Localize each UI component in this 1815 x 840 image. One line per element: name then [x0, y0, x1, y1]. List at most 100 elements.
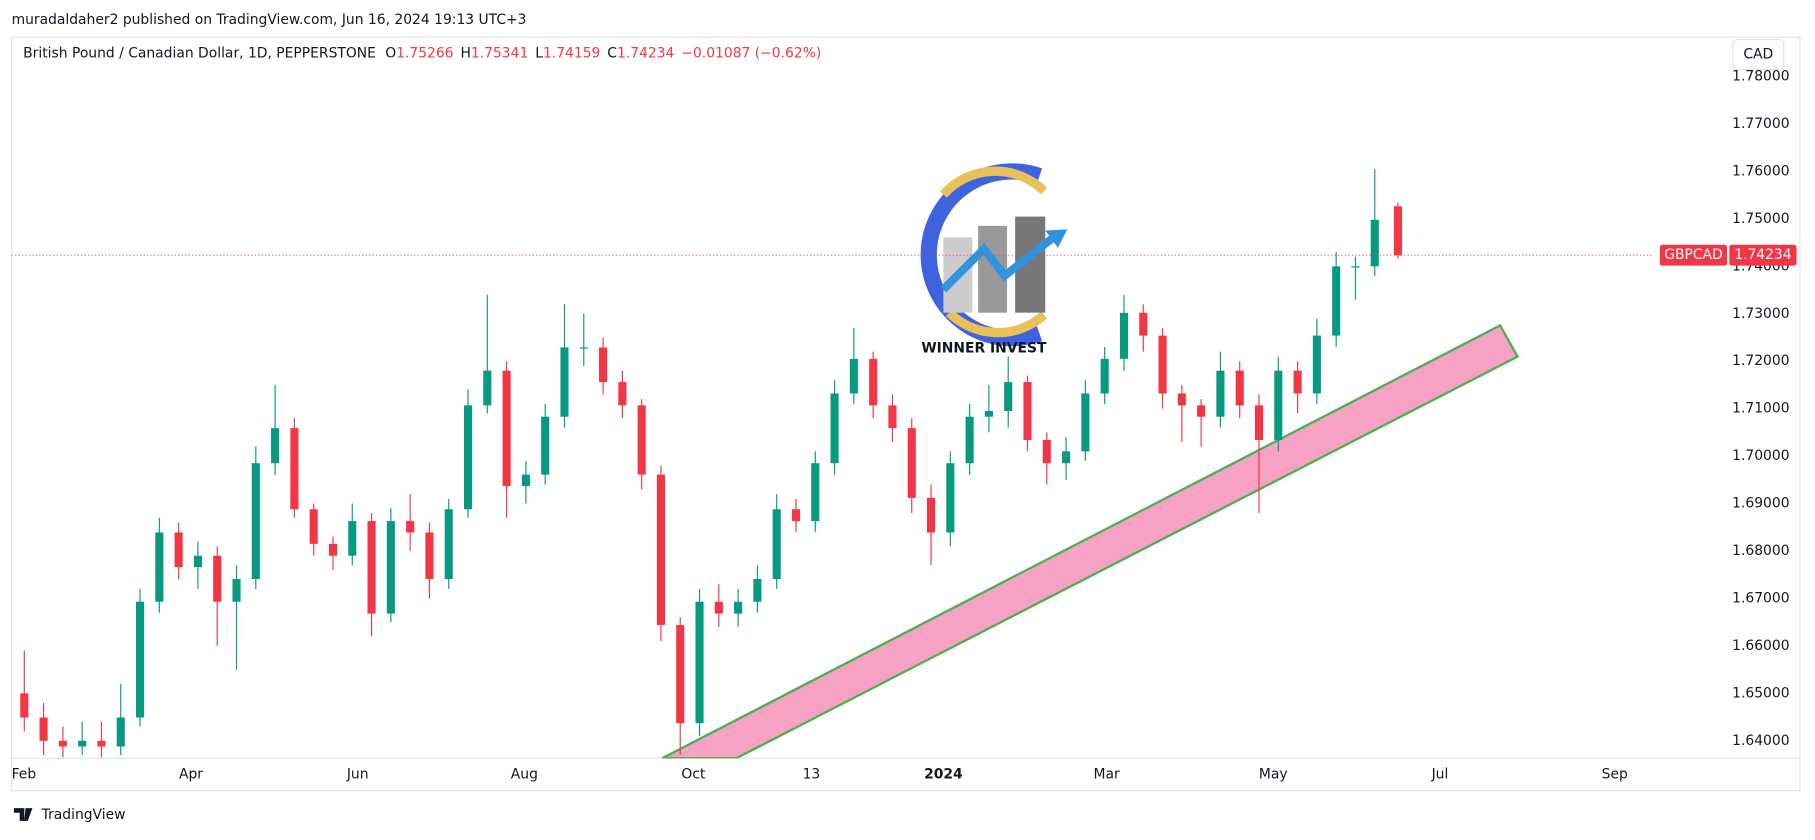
candle-body	[20, 693, 29, 718]
candle-body	[1042, 439, 1051, 464]
candle-body	[888, 405, 897, 429]
symbol: British Pound / Canadian Dollar, 1D, PEP…	[23, 45, 376, 61]
candle-body	[753, 578, 762, 602]
candle-body	[406, 521, 415, 533]
y-tick-label: 1.75000	[1732, 211, 1789, 227]
candle-body	[444, 509, 453, 579]
candle-body	[926, 497, 936, 533]
y-tick-label: 1.78000	[1732, 69, 1789, 85]
candle-body	[39, 717, 48, 741]
candle-body	[734, 601, 743, 614]
tv-icon	[13, 808, 33, 821]
candle-body	[1062, 451, 1071, 464]
y-tick-label: 1.72000	[1732, 353, 1789, 369]
x-tick-label: 2024	[924, 767, 963, 783]
candle-body	[271, 428, 280, 464]
currency-button[interactable]	[1732, 38, 1785, 71]
y-tick-label: 1.71000	[1732, 401, 1789, 417]
candle-body	[618, 382, 627, 406]
price-badge	[1729, 244, 1797, 266]
y-tick-label: 1.64000	[1732, 733, 1789, 749]
candle-body	[367, 521, 376, 614]
candle-body	[1139, 312, 1148, 336]
candle-body	[78, 740, 87, 747]
currency-label[interactable]: CAD	[1743, 47, 1773, 63]
candle-body	[136, 601, 145, 718]
x-tick-label: Aug	[511, 767, 538, 783]
ticker-badge	[1659, 244, 1728, 266]
x-tick-label: Mar	[1094, 767, 1120, 783]
candle-body	[97, 740, 106, 747]
logo-arc	[945, 309, 1048, 338]
candle-body	[483, 370, 492, 406]
candle-body	[1332, 266, 1341, 336]
candle-body	[174, 532, 183, 568]
legend-key: C	[607, 45, 617, 61]
candle-body	[309, 509, 318, 544]
logo-text: WINNER INVEST	[921, 341, 1047, 357]
candle-body	[1274, 370, 1283, 440]
candle-body	[849, 358, 858, 394]
legend-key: O	[385, 45, 396, 61]
x-tick-label: Jul	[1431, 767, 1449, 783]
candle-body	[907, 428, 916, 498]
candle-body	[541, 416, 550, 475]
candle-body	[637, 405, 646, 475]
legend-value: 1.74234	[617, 45, 675, 61]
candle-body	[579, 347, 588, 349]
candle-body	[1197, 405, 1206, 417]
candle-body	[155, 532, 164, 602]
y-tick-label: 1.77000	[1732, 116, 1789, 132]
plot	[20, 169, 1402, 758]
legend: British Pound / Canadian Dollar, 1D, PEP…	[23, 45, 821, 61]
y-tick-label: 1.67000	[1732, 590, 1789, 606]
candle-body	[869, 358, 878, 406]
legend-change: −0.01087 (−0.62%)	[681, 45, 821, 61]
legend-value: 1.74159	[543, 45, 600, 61]
legend-value: 1.75341	[471, 45, 528, 61]
candle-body	[58, 740, 67, 747]
candle-body	[965, 416, 974, 464]
candle-body	[772, 509, 781, 579]
candle-body	[521, 474, 530, 486]
y-tick-label: 1.66000	[1732, 638, 1789, 654]
candle-body	[1023, 382, 1032, 440]
legend-key: H	[460, 45, 470, 61]
candle-body	[348, 521, 357, 556]
logo-arrow	[940, 234, 1056, 293]
candle-body	[811, 463, 820, 522]
ticker-label: GBPCAD	[1664, 247, 1723, 263]
candle-body	[791, 509, 801, 522]
logo: WINNER INVEST	[920, 163, 1068, 357]
candle-body	[1100, 358, 1109, 394]
x-tick-label: Jun	[346, 767, 369, 783]
legend-key: L	[535, 45, 543, 61]
y-tick-label: 1.73000	[1732, 306, 1789, 322]
candle-body	[425, 532, 434, 579]
candle-body	[1004, 382, 1013, 412]
price-label: 1.74234	[1734, 247, 1792, 263]
x-tick-label: Feb	[12, 767, 37, 783]
published: muradaldaher2 published on TradingView.c…	[12, 12, 527, 28]
candle-body	[676, 624, 685, 724]
candle-body	[1216, 370, 1225, 417]
x-tick-label: Sep	[1602, 767, 1628, 783]
candle-body	[1293, 370, 1302, 394]
legend-value: 1.75266	[396, 45, 453, 61]
x-tick-label: Apr	[179, 767, 203, 783]
candle-body	[695, 601, 704, 724]
candle-body	[830, 393, 839, 464]
candle-body	[656, 474, 665, 625]
candle-body	[386, 521, 395, 614]
candle-body	[1235, 370, 1244, 406]
drawing	[661, 323, 1520, 759]
y-tick-label: 1.68000	[1732, 543, 1789, 559]
candle-body	[1393, 206, 1402, 256]
candle-body	[328, 543, 338, 556]
candle-body	[116, 717, 125, 747]
candle-body	[984, 411, 993, 417]
channel	[661, 323, 1520, 759]
candle-body	[1177, 393, 1186, 406]
candle-body	[946, 463, 955, 533]
